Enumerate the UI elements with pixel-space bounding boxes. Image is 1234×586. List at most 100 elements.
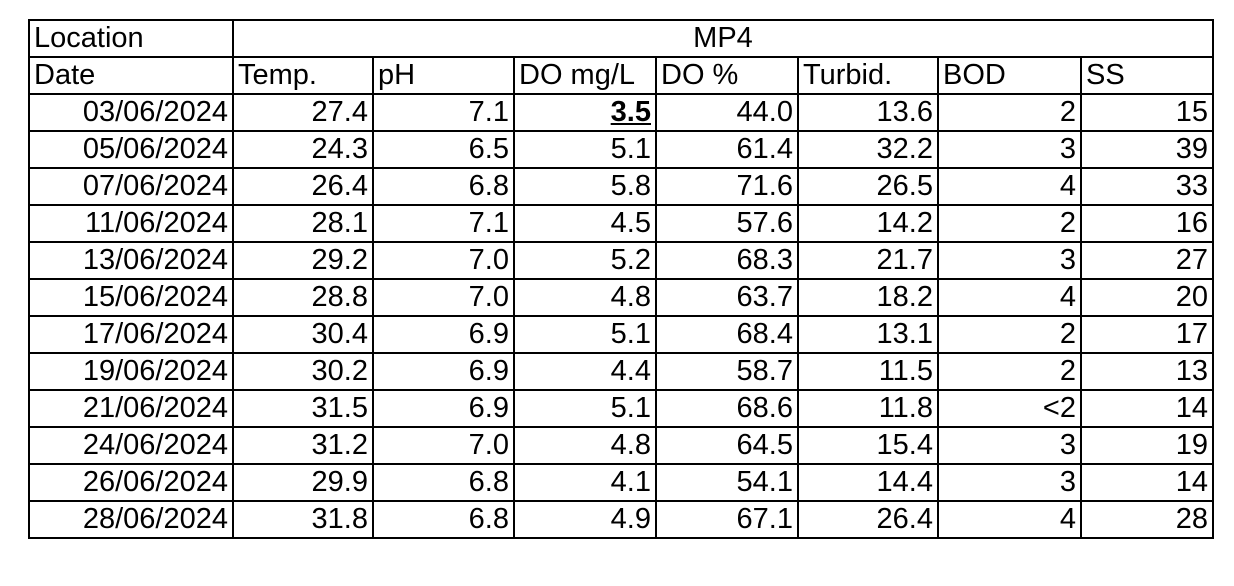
value-cell: <2: [937, 389, 1082, 428]
value-cell: 5.1: [513, 130, 657, 169]
value-cell: 7.1: [372, 204, 515, 243]
value-cell: 3: [937, 463, 1082, 502]
column-header: DO mg/L: [513, 56, 657, 95]
date-cell: 17/06/2024: [28, 315, 234, 354]
value-cell: 2: [937, 93, 1082, 132]
data-row: 13/06/2024 29.2 7.0 5.2 68.3 21.7 3 27: [28, 241, 1214, 280]
value-cell: 29.9: [232, 463, 374, 502]
value-cell: 4.5: [513, 204, 657, 243]
value-cell: 7.0: [372, 426, 515, 465]
data-row: 24/06/2024 31.2 7.0 4.8 64.5 15.4 3 19: [28, 426, 1214, 465]
column-header-row: Date Temp. pH DO mg/L DO % Turbid. BOD SS: [28, 56, 1214, 95]
value-cell: 13.6: [797, 93, 939, 132]
column-header: pH: [372, 56, 515, 95]
value-cell: 31.2: [232, 426, 374, 465]
date-cell: 19/06/2024: [28, 352, 234, 391]
value-cell: 26.4: [797, 500, 939, 539]
value-cell: 6.8: [372, 463, 515, 502]
date-cell: 24/06/2024: [28, 426, 234, 465]
location-label: Location: [28, 19, 234, 58]
value-cell: 30.2: [232, 352, 374, 391]
data-row: 15/06/2024 28.8 7.0 4.8 63.7 18.2 4 20: [28, 278, 1214, 317]
data-table: Location MP4 Date Temp. pH DO mg/L DO % Turbi…: [28, 19, 1214, 539]
data-row: 11/06/2024 28.1 7.1 4.5 57.6 14.2 2 16: [28, 204, 1214, 243]
value-cell: 14: [1080, 389, 1214, 428]
value-cell: 21.7: [797, 241, 939, 280]
value-cell: 6.8: [372, 500, 515, 539]
value-cell: 14.2: [797, 204, 939, 243]
date-cell: 03/06/2024: [28, 93, 234, 132]
date-cell: 07/06/2024: [28, 167, 234, 206]
value-cell: 17: [1080, 315, 1214, 354]
value-cell: 24.3: [232, 130, 374, 169]
value-cell: 31.8: [232, 500, 374, 539]
column-header: Date: [28, 56, 234, 95]
value-cell: 27.4: [232, 93, 374, 132]
value-cell: 57.6: [655, 204, 799, 243]
value-cell: 4: [937, 500, 1082, 539]
value-cell: 7.0: [372, 241, 515, 280]
value-cell: 13.1: [797, 315, 939, 354]
value-cell: 14: [1080, 463, 1214, 502]
data-row: 28/06/2024 31.8 6.8 4.9 67.1 26.4 4 28: [28, 500, 1214, 539]
value-cell: 7.0: [372, 278, 515, 317]
data-row: 17/06/2024 30.4 6.9 5.1 68.4 13.1 2 17: [28, 315, 1214, 354]
value-cell: 14.4: [797, 463, 939, 502]
value-cell: 3: [937, 241, 1082, 280]
value-cell: 4.4: [513, 352, 657, 391]
date-cell: 05/06/2024: [28, 130, 234, 169]
value-cell: 15.4: [797, 426, 939, 465]
value-cell: 5.8: [513, 167, 657, 206]
value-cell: 4: [937, 167, 1082, 206]
data-row: 19/06/2024 30.2 6.9 4.4 58.7 11.5 2 13: [28, 352, 1214, 391]
value-cell: 2: [937, 204, 1082, 243]
value-cell: 54.1: [655, 463, 799, 502]
value-cell: 30.4: [232, 315, 374, 354]
table-wrap: Location MP4 Date Temp. pH DO mg/L DO % Turbi…: [28, 19, 1214, 539]
value-cell: 2: [937, 352, 1082, 391]
date-cell: 11/06/2024: [28, 204, 234, 243]
value-cell: 3: [937, 130, 1082, 169]
value-cell: 5.1: [513, 315, 657, 354]
value-cell: 15: [1080, 93, 1214, 132]
value-cell: 28: [1080, 500, 1214, 539]
value-cell: 2: [937, 315, 1082, 354]
header-row: Location MP4: [28, 19, 1214, 58]
value-cell: 5.1: [513, 389, 657, 428]
value-cell: 6.8: [372, 167, 515, 206]
date-cell: 13/06/2024: [28, 241, 234, 280]
data-row: 07/06/2024 26.4 6.8 5.8 71.6 26.5 4 33: [28, 167, 1214, 206]
value-cell: 3: [937, 426, 1082, 465]
value-cell: 16: [1080, 204, 1214, 243]
value-cell: 18.2: [797, 278, 939, 317]
value-cell: 68.3: [655, 241, 799, 280]
data-row: 03/06/2024 27.4 7.1 3.5 44.0 13.6 2 15: [28, 93, 1214, 132]
value-cell: 4.1: [513, 463, 657, 502]
site-label: MP4: [232, 19, 1214, 58]
value-cell: 68.6: [655, 389, 799, 428]
column-header: Turbid.: [797, 56, 939, 95]
value-cell: 6.9: [372, 315, 515, 354]
data-row: 21/06/2024 31.5 6.9 5.1 68.6 11.8 <2 14: [28, 389, 1214, 428]
value-cell: 61.4: [655, 130, 799, 169]
date-cell: 26/06/2024: [28, 463, 234, 502]
value-cell: 39: [1080, 130, 1214, 169]
value-cell: 27: [1080, 241, 1214, 280]
column-header: SS: [1080, 56, 1214, 95]
value-cell: 7.1: [372, 93, 515, 132]
value-cell: 58.7: [655, 352, 799, 391]
data-row: 26/06/2024 29.9 6.8 4.1 54.1 14.4 3 14: [28, 463, 1214, 502]
data-row: 05/06/2024 24.3 6.5 5.1 61.4 32.2 3 39: [28, 130, 1214, 169]
value-cell: 6.5: [372, 130, 515, 169]
value-cell: 5.2: [513, 241, 657, 280]
value-cell: 28.8: [232, 278, 374, 317]
value-cell: 4.8: [513, 426, 657, 465]
value-cell: 20: [1080, 278, 1214, 317]
value-cell: 3.5: [513, 93, 657, 132]
value-cell: 26.4: [232, 167, 374, 206]
value-cell: 64.5: [655, 426, 799, 465]
value-cell: 11.5: [797, 352, 939, 391]
value-cell: 33: [1080, 167, 1214, 206]
value-cell: 67.1: [655, 500, 799, 539]
